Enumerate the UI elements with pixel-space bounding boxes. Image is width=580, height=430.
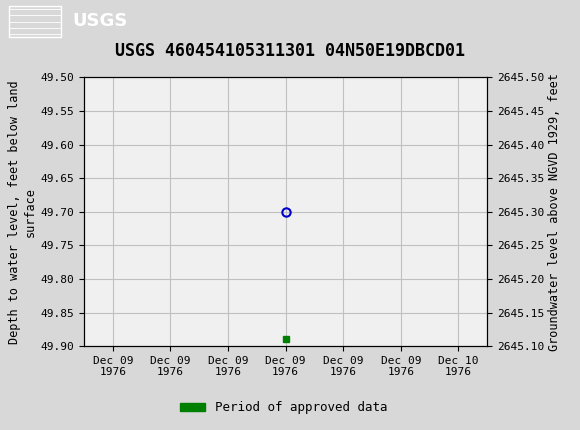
Y-axis label: Depth to water level, feet below land
surface: Depth to water level, feet below land su…: [9, 80, 37, 344]
Legend: Period of approved data: Period of approved data: [175, 396, 393, 419]
Text: USGS: USGS: [72, 12, 128, 31]
Text: USGS 460454105311301 04N50E19DBCD01: USGS 460454105311301 04N50E19DBCD01: [115, 42, 465, 60]
Y-axis label: Groundwater level above NGVD 1929, feet: Groundwater level above NGVD 1929, feet: [548, 73, 561, 351]
